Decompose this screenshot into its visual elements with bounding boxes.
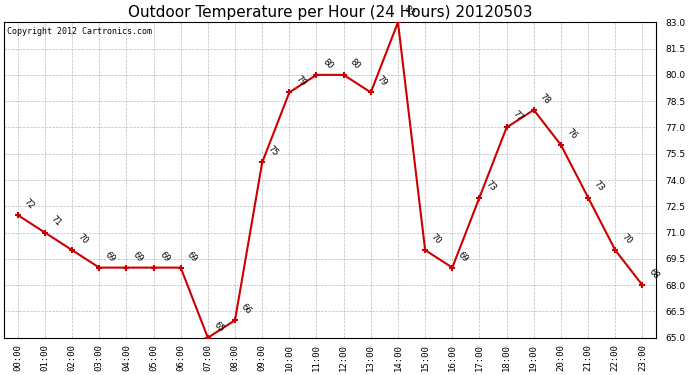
Text: 68: 68 <box>647 267 660 281</box>
Text: 69: 69 <box>457 250 471 264</box>
Text: 69: 69 <box>185 250 199 264</box>
Text: Copyright 2012 Cartronics.com: Copyright 2012 Cartronics.com <box>8 27 152 36</box>
Text: 83: 83 <box>402 4 416 18</box>
Text: 65: 65 <box>212 320 226 333</box>
Text: 72: 72 <box>22 197 36 211</box>
Title: Outdoor Temperature per Hour (24 Hours) 20120503: Outdoor Temperature per Hour (24 Hours) … <box>128 5 532 20</box>
Text: 80: 80 <box>348 57 362 71</box>
Text: 70: 70 <box>620 232 633 246</box>
Text: 69: 69 <box>158 250 172 264</box>
Text: 70: 70 <box>76 232 90 246</box>
Text: 79: 79 <box>375 74 389 88</box>
Text: 71: 71 <box>49 214 63 228</box>
Text: 78: 78 <box>538 92 552 106</box>
Text: 73: 73 <box>484 179 497 194</box>
Text: 70: 70 <box>429 232 443 246</box>
Text: 77: 77 <box>511 109 524 123</box>
Text: 73: 73 <box>592 179 607 194</box>
Text: 66: 66 <box>239 302 253 316</box>
Text: 80: 80 <box>321 57 335 71</box>
Text: 76: 76 <box>565 127 579 141</box>
Text: 75: 75 <box>266 144 280 158</box>
Text: 79: 79 <box>293 74 307 88</box>
Text: 69: 69 <box>104 250 117 264</box>
Text: 69: 69 <box>130 250 144 264</box>
